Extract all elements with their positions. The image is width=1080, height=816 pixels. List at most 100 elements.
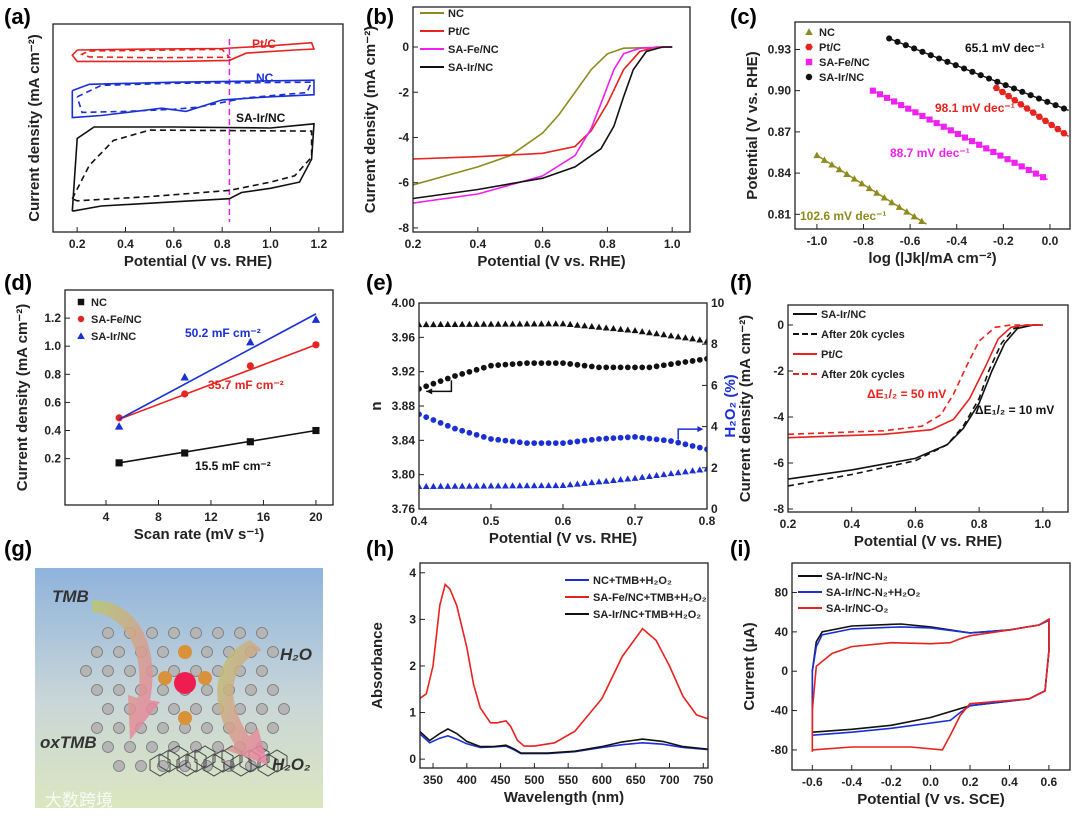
- x-tick-label: 0.8: [214, 237, 231, 251]
- triangle-marker: [653, 471, 660, 479]
- x-tick-label: 700: [659, 773, 679, 787]
- circle-marker: [452, 425, 458, 432]
- series-line: [413, 46, 673, 204]
- carbon-atom: [168, 627, 180, 639]
- carbon-atom: [267, 722, 279, 734]
- legend-label: Pt/C: [821, 349, 843, 361]
- triangle-marker: [843, 170, 851, 177]
- carbon-atom: [201, 722, 213, 734]
- panel-label: (e): [366, 270, 393, 295]
- panel-label: (f): [730, 270, 752, 295]
- y-tick-label: -8: [773, 502, 784, 516]
- triangle-marker: [835, 165, 843, 173]
- triangle-marker: [638, 328, 646, 335]
- triangle-marker: [77, 332, 85, 340]
- annotation: Pt/C: [252, 37, 276, 51]
- x-tick-label: 0.2: [962, 775, 979, 789]
- circle-marker: [977, 72, 984, 79]
- triangle-marker: [444, 482, 452, 489]
- circle-marker: [419, 411, 422, 418]
- triangle-marker: [458, 482, 466, 489]
- y-tick-label: 4: [409, 566, 416, 580]
- carbon-atom: [91, 722, 103, 734]
- carbon-atom: [157, 760, 169, 772]
- circle-marker: [1035, 95, 1043, 102]
- triangle-marker: [180, 372, 189, 381]
- triangle-marker: [545, 482, 552, 489]
- x-tick-label: 600: [592, 773, 612, 787]
- triangle-marker: [419, 321, 423, 328]
- hexagon-marker: [1054, 126, 1062, 133]
- label-tmb: TMB: [52, 587, 89, 606]
- carbon-atom: [190, 627, 202, 639]
- hexagon-marker: [1023, 105, 1031, 112]
- y-tick-label: 0.87: [768, 125, 792, 139]
- triangle-marker: [631, 474, 639, 481]
- panel-label: (d): [4, 270, 32, 295]
- panel-c: (c) -1.0 -0.8 -0.6 -0.4 -0.2 0.0 0.81 0.84 0.87 0.…: [730, 4, 1071, 267]
- triangle-marker: [530, 482, 538, 489]
- series-line: [71, 41, 316, 63]
- triangle-marker: [813, 151, 821, 159]
- circle-marker: [936, 55, 943, 62]
- triangle-marker: [858, 179, 866, 187]
- circle-marker: [994, 78, 1001, 85]
- square-marker: [1011, 159, 1018, 166]
- circle-marker: [509, 438, 516, 445]
- circle-marker: [646, 435, 653, 442]
- circle-marker: [632, 364, 638, 371]
- circle-marker: [675, 360, 682, 366]
- x-tick-label: 550: [558, 773, 578, 787]
- circle-marker: [653, 436, 660, 443]
- circle-marker: [682, 359, 689, 365]
- triangle-marker: [610, 476, 617, 483]
- slope-label: 102.6 mV dec⁻¹: [800, 209, 886, 223]
- circle-marker: [668, 361, 674, 368]
- square-marker: [961, 134, 969, 141]
- series-group: [788, 324, 1043, 487]
- x-tick-label: 0.8: [971, 517, 988, 531]
- triangle-marker: [494, 482, 502, 489]
- triangle-marker: [689, 335, 696, 342]
- circle-marker: [181, 390, 189, 398]
- lower-graphene-ring: [158, 749, 180, 773]
- carbon-atom: [102, 703, 114, 715]
- triangle-marker: [444, 320, 452, 328]
- series-group: [413, 46, 673, 204]
- x-tick-label: 4: [103, 510, 110, 524]
- circle-marker: [682, 441, 689, 448]
- y-tick-label: 3.84: [392, 433, 416, 447]
- carbon-atom: [212, 627, 224, 639]
- square-marker: [990, 148, 997, 156]
- triangle-marker: [696, 466, 704, 473]
- legend: NC Pt/C SA-Fe/NC SA-Ir/NC: [420, 8, 499, 74]
- circle-marker: [952, 62, 959, 69]
- square-marker: [976, 141, 983, 148]
- slope-label: 15.5 mF cm⁻²: [195, 459, 271, 473]
- circle-marker: [437, 420, 444, 426]
- circle-marker: [423, 414, 430, 421]
- fit-line: [118, 313, 317, 420]
- annotation: ΔE₁/₂ = 50 mV: [867, 387, 946, 401]
- x-tick-label: 0.4: [469, 237, 486, 251]
- triangle-marker: [805, 28, 813, 36]
- circle-marker: [552, 440, 559, 446]
- square-marker: [983, 145, 990, 152]
- carbon-atom: [256, 627, 268, 639]
- hexagon-marker: [992, 84, 1000, 92]
- series-line: [413, 46, 673, 200]
- legend-label: Pt/C: [819, 42, 841, 54]
- triangle-marker: [660, 470, 668, 478]
- square-marker: [869, 87, 876, 94]
- carbon-atom: [113, 722, 125, 734]
- x-axis-label: Potential (V vs. RHE): [489, 530, 637, 547]
- carbon-atom: [201, 646, 213, 658]
- triangle-marker: [588, 479, 596, 486]
- circle-marker: [911, 45, 918, 52]
- y2-axis-label: H₂O₂ (%): [722, 374, 739, 437]
- hexagon-marker: [805, 43, 813, 51]
- circle-marker: [1044, 98, 1051, 105]
- legend: NC Pt/C SA-Fe/NC SA-Ir/NC: [805, 27, 870, 84]
- lower-graphene-ring: [176, 753, 198, 777]
- y-tick-label: 2: [409, 659, 416, 673]
